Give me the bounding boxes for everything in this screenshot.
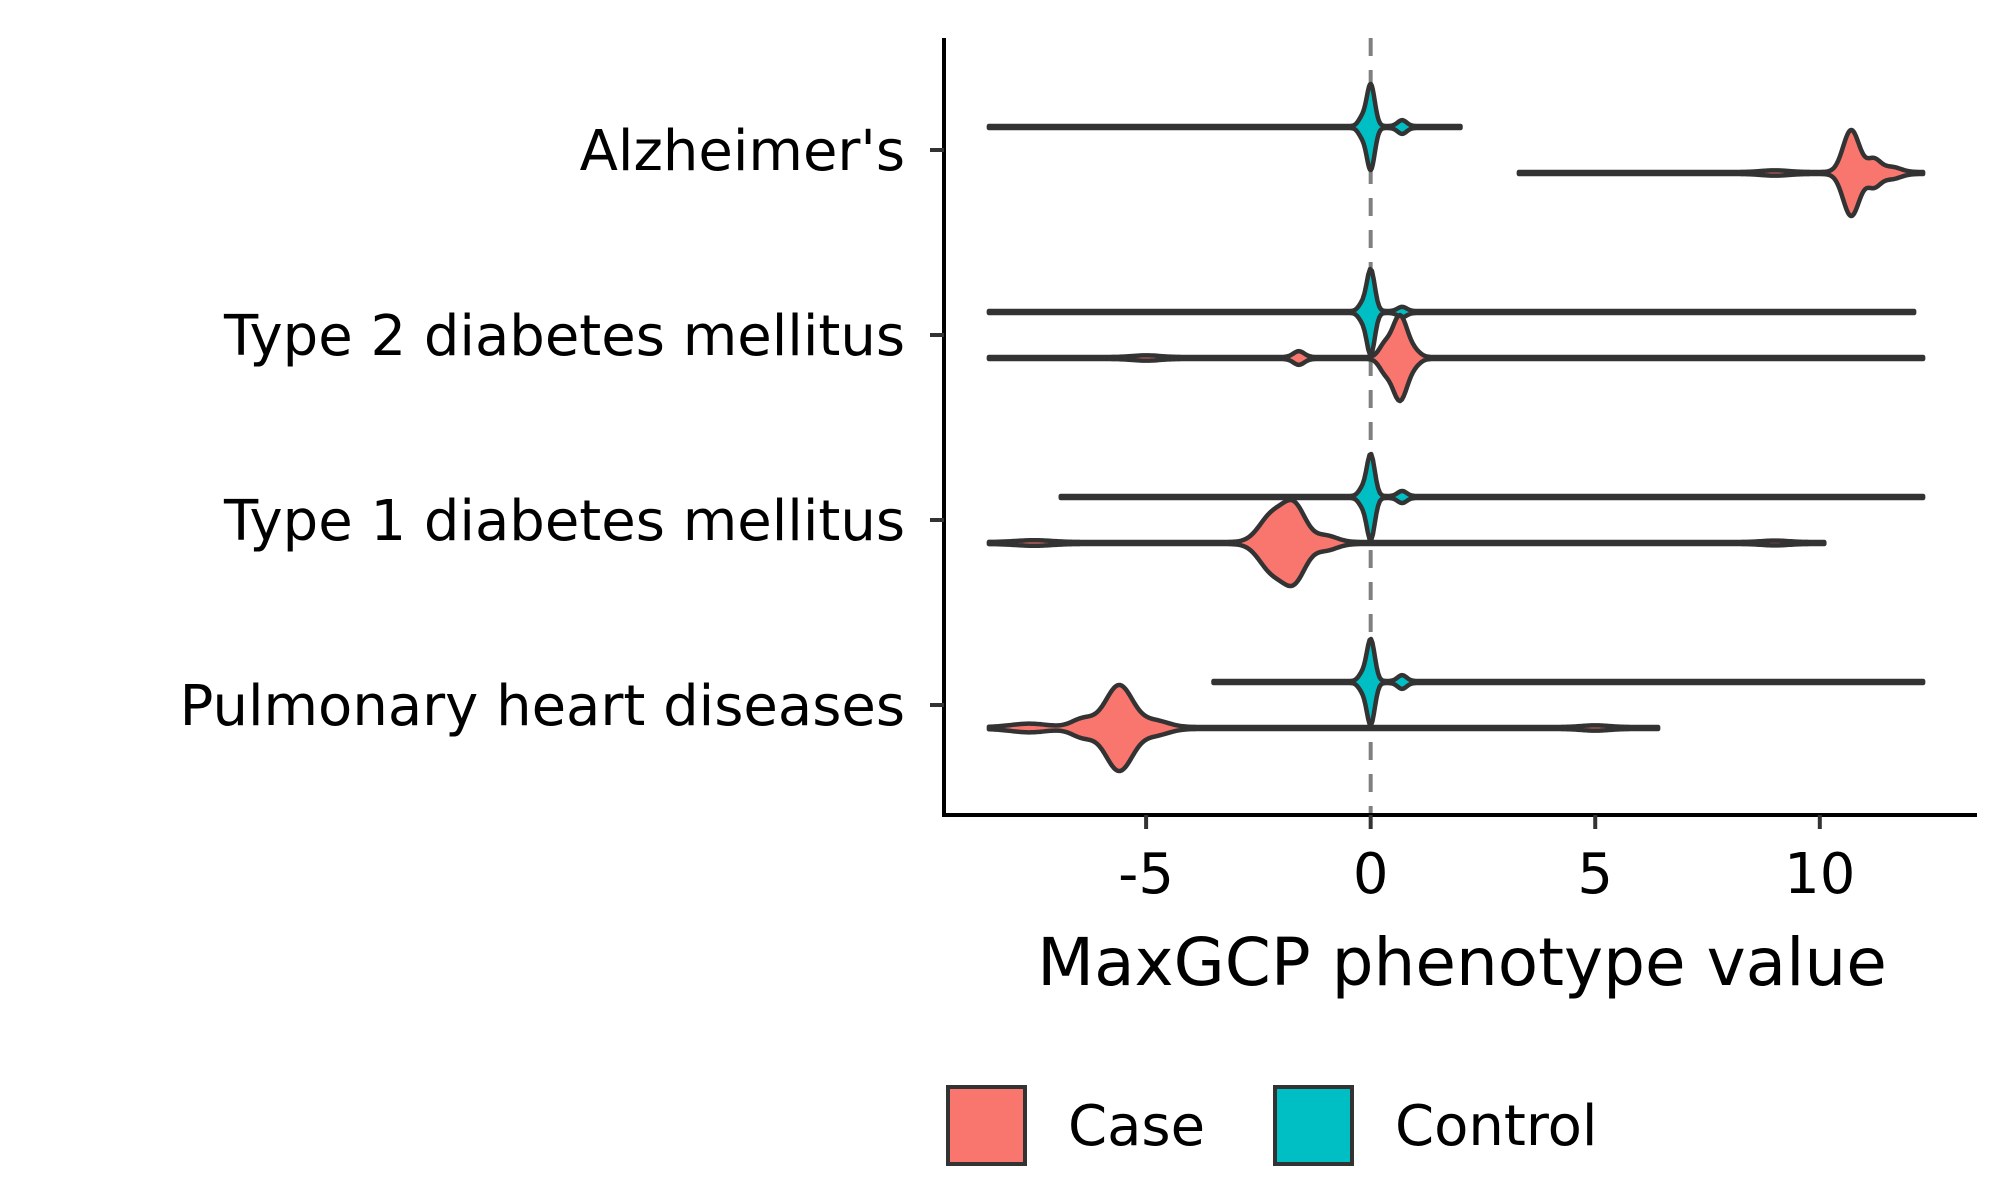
y-axis: Alzheimer's Type 2 diabetes mellitus Type … (180, 119, 944, 739)
y-tick-label-type-2-diabetes-mellitus: Type 2 diabetes mellitus (223, 304, 905, 369)
violin-control-type-2-diabetes-mellitus (986, 266, 1917, 358)
y-tick-label-type-1-diabetes-mellitus: Type 1 diabetes mellitus (223, 489, 905, 554)
x-tick-label-0: 0 (1353, 842, 1389, 907)
legend-label-control: Control (1395, 1094, 1597, 1159)
legend-label-case: Case (1068, 1094, 1205, 1159)
x-tick-label-5: 5 (1577, 842, 1613, 907)
x-tick-label--5: -5 (1118, 842, 1174, 907)
violin-control-alzheimer-s (986, 81, 1463, 173)
violin-case-type-1-diabetes-mellitus (986, 497, 1827, 589)
plot-area (986, 38, 1926, 815)
violin-control-pulmonary-heart-diseases (1211, 636, 1926, 728)
violin-case-pulmonary-heart-diseases (986, 682, 1661, 774)
y-tick-label-alzheimer-s: Alzheimer's (580, 119, 905, 184)
y-tick-label-pulmonary-heart-diseases: Pulmonary heart diseases (180, 674, 905, 739)
violin-case-alzheimer-s (1516, 127, 1926, 219)
x-axis-title: MaxGCP phenotype value (1037, 924, 1887, 1001)
x-tick-label-10: 10 (1784, 842, 1855, 907)
x-axis: -5 0 5 10 (1118, 815, 1855, 907)
legend-key-control (1273, 1085, 1354, 1166)
legend-key-case (946, 1085, 1027, 1166)
legend: Case Control (946, 1085, 1597, 1166)
violin-case-type-2-diabetes-mellitus (986, 312, 1926, 404)
violin-control-type-1-diabetes-mellitus (1058, 451, 1926, 543)
